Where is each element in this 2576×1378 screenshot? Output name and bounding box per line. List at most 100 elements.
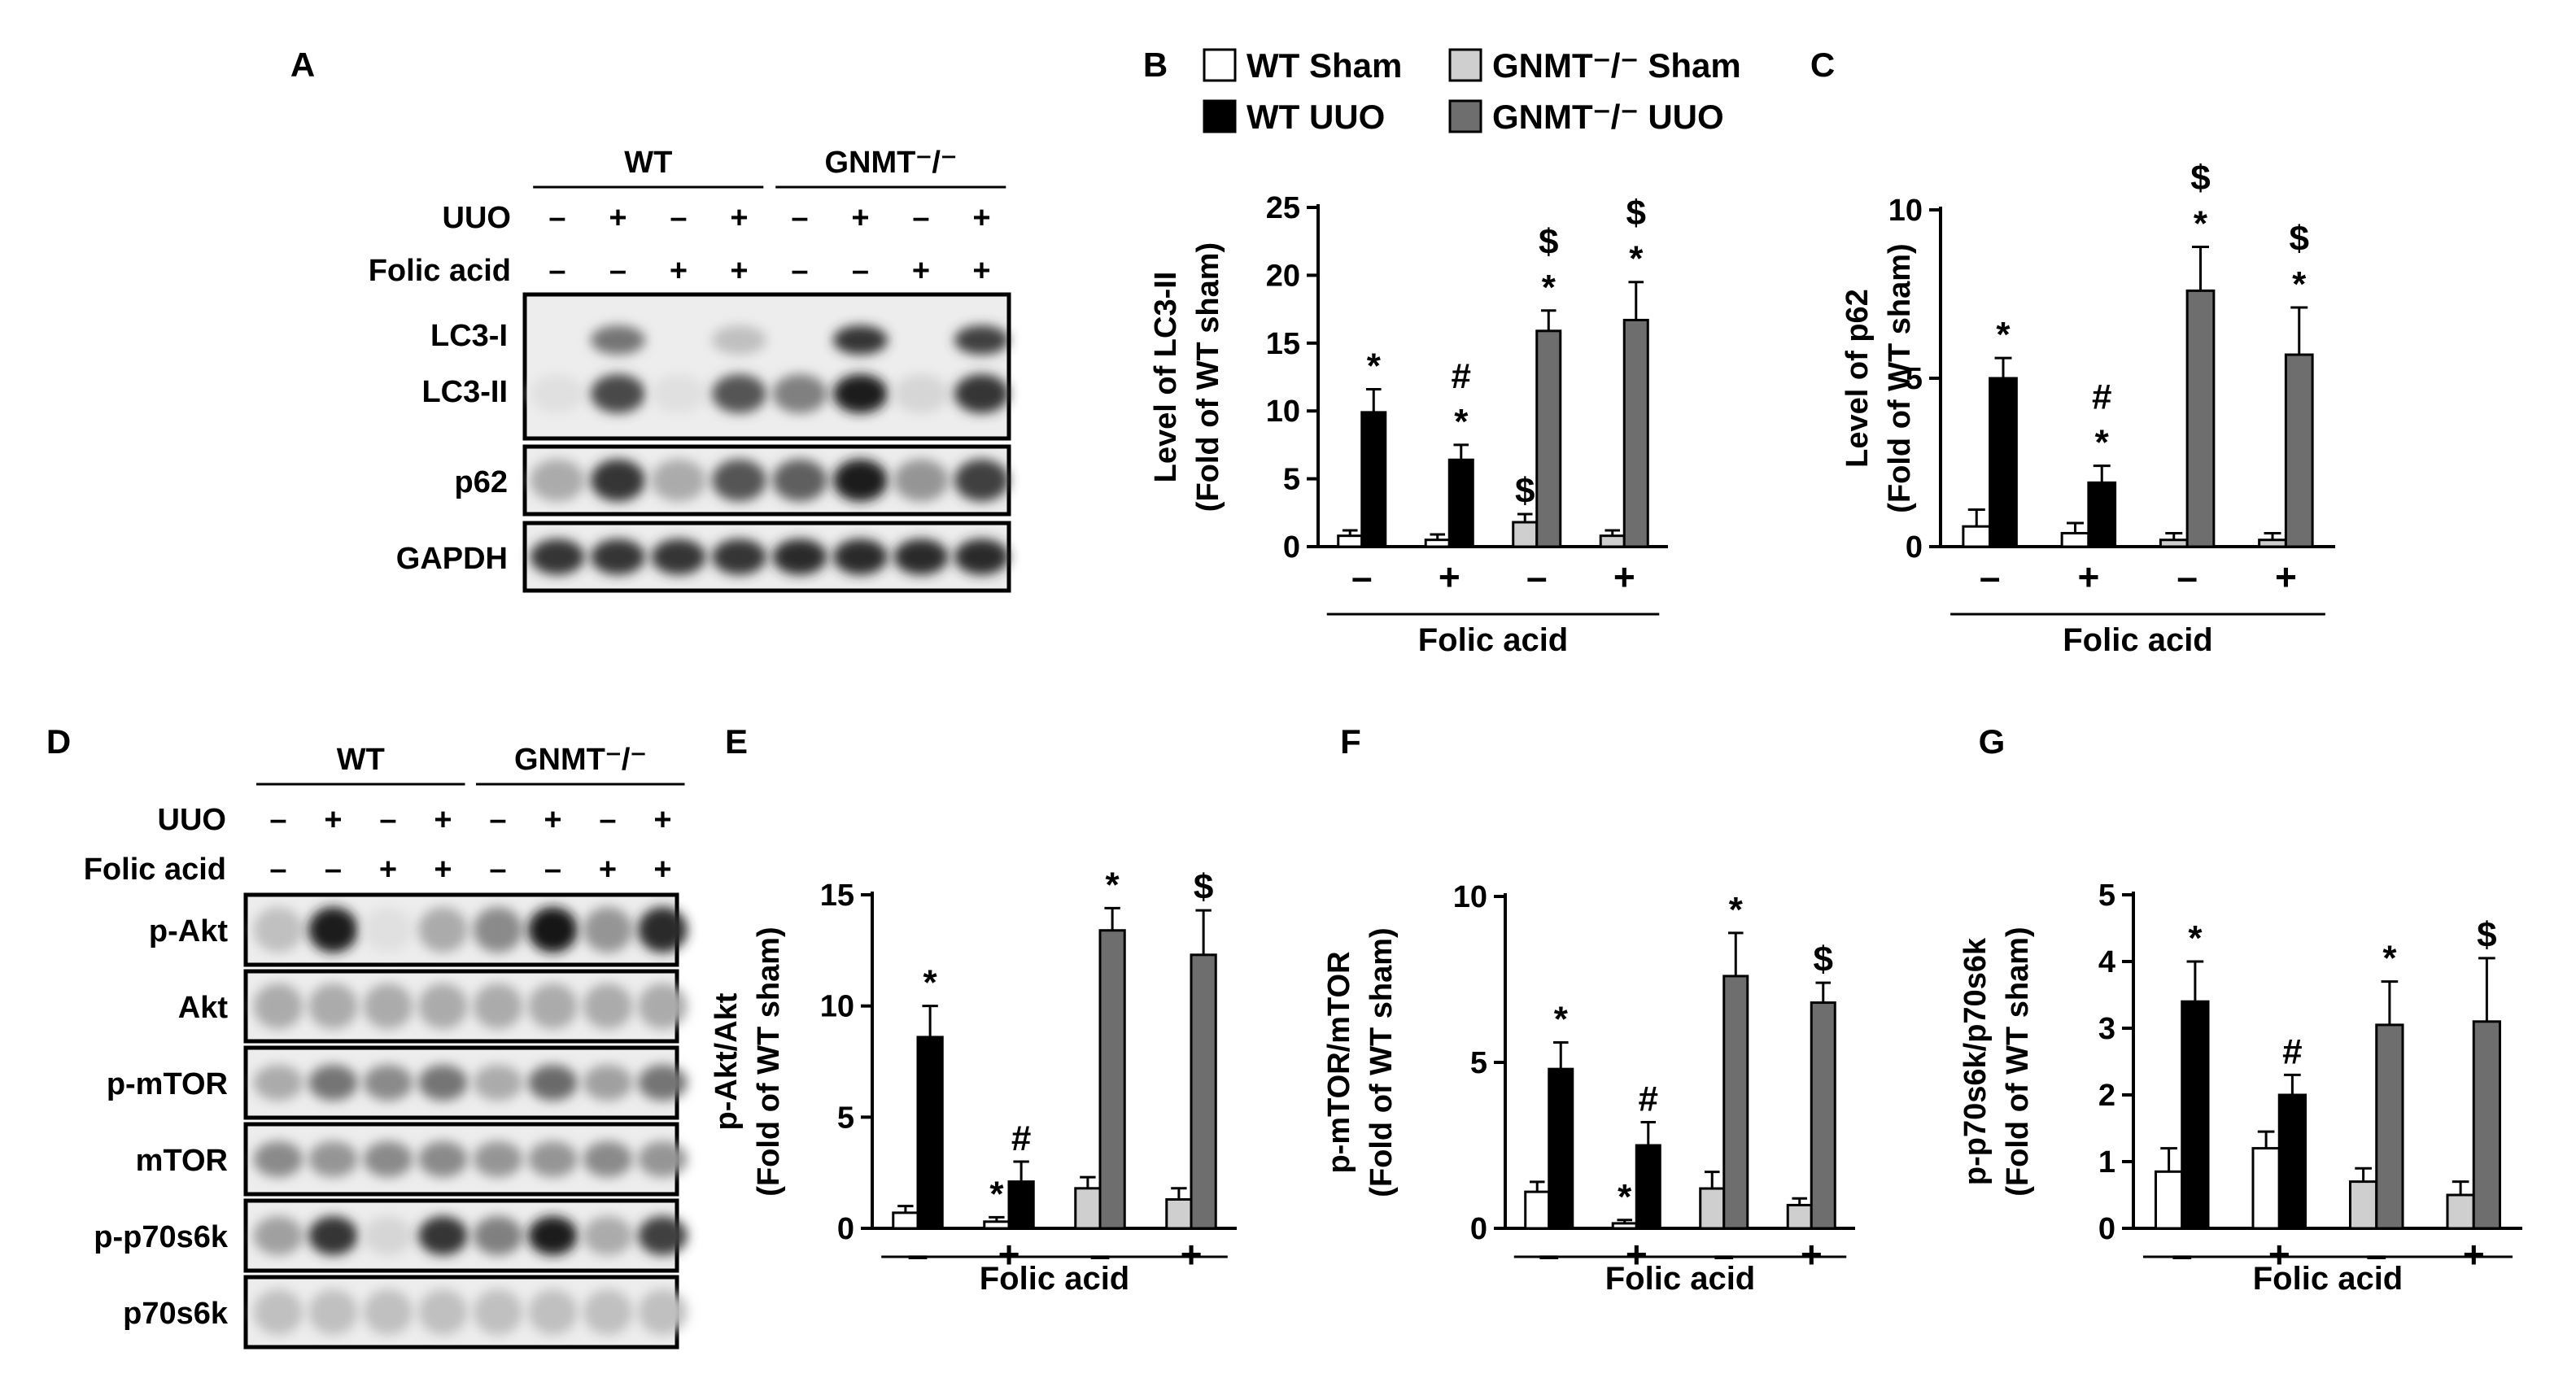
band-mark <box>583 1141 633 1177</box>
y-tick-label: 0 <box>1906 530 1923 565</box>
group-label: GNMT⁻/⁻ <box>824 146 957 180</box>
band-mark <box>590 374 646 413</box>
x-tick-label: + <box>2077 556 2099 598</box>
bar <box>1074 1187 1102 1230</box>
chart-panel-e: Ep-Akt/Akt (Fold of WT sham)051015*–*#+*–… <box>709 722 1237 1297</box>
condition-sign: – <box>325 853 342 887</box>
band-p-akt: p-Akt <box>149 892 688 967</box>
band-mark <box>363 1065 413 1101</box>
significance-mark: * <box>2292 264 2307 304</box>
band-p-p70s6k: p-p70s6k <box>94 1198 688 1273</box>
blot-panel-d: D WT GNMT⁻/⁻ UUO – + – + – + – + Folic acid – – + + – – + + p… <box>46 722 688 1350</box>
x-tick-label: + <box>998 1233 1020 1276</box>
band-mark <box>253 1141 303 1177</box>
blot-layer: A WT GNMT⁻/⁻ UUO – + – + – + – + Folic acid – – + + – – + + L… <box>46 46 1011 1350</box>
y-axis-label: (Fold of WT sham) <box>2001 927 2035 1196</box>
band-mark <box>583 983 633 1029</box>
band-label: p70s6k <box>123 1297 229 1331</box>
y-tick-label: 1 <box>2098 1145 2115 1180</box>
y-tick-label: 4 <box>2098 945 2115 979</box>
band-mark <box>711 325 767 355</box>
condition-sign: + <box>972 201 990 235</box>
band-label: GAPDH <box>396 542 508 576</box>
condition-sign: – <box>791 201 808 235</box>
bar-wt-sham <box>1337 529 1364 548</box>
x-tick-label: – <box>1351 556 1373 598</box>
band-mark <box>253 1065 303 1101</box>
bar-wt-uuo: *# <box>2087 377 2117 548</box>
band-lc3-i: LC3-I <box>430 292 1011 441</box>
significance-mark: * <box>2095 423 2110 463</box>
bar-ko-sham <box>2258 531 2287 548</box>
band-p62: p62 <box>455 444 1011 517</box>
bar <box>2472 1020 2502 1230</box>
x-tick-label: + <box>1439 556 1460 598</box>
band-mtor: mTOR <box>136 1122 688 1197</box>
band-mark <box>832 459 889 502</box>
significance-mark: * <box>1729 890 1744 930</box>
condition-sign: + <box>379 853 397 887</box>
x-axis-label: Folic acid <box>2253 1261 2404 1297</box>
bar <box>1424 539 1451 548</box>
bar-wt-uuo: * <box>2181 918 2210 1230</box>
significance-mark: * <box>989 1174 1004 1214</box>
bar <box>1622 318 1649 548</box>
panel-label: E <box>725 722 748 761</box>
band-mark <box>772 539 827 575</box>
bar-ko-uuo: $ <box>1810 940 1836 1230</box>
significance-mark: $ <box>1515 471 1535 511</box>
bar-wt-uuo: * <box>1360 347 1387 548</box>
significance-mark: # <box>2092 377 2111 417</box>
bar-wt-uuo: * <box>1989 315 2018 548</box>
bar <box>1722 975 1749 1230</box>
band-mark <box>651 539 706 575</box>
y-tick-label: 10 <box>1888 194 1923 228</box>
band-mark <box>651 459 706 502</box>
y-tick-label: 5 <box>1906 362 1923 396</box>
x-axis-label: Folic acid <box>980 1261 1130 1297</box>
y-tick-label: 5 <box>1470 1046 1487 1080</box>
y-tick-label: 0 <box>837 1212 854 1246</box>
significance-mark: * <box>1629 239 1644 279</box>
band-mark <box>308 1065 358 1101</box>
band-mark <box>832 539 889 575</box>
bar <box>2348 1180 2378 1230</box>
bar <box>2185 289 2216 548</box>
bar-ko-uuo: *$ <box>2284 219 2314 548</box>
band-mark <box>308 1141 358 1177</box>
x-tick-label: + <box>1181 1233 1203 1276</box>
condition-sign: – <box>269 853 286 887</box>
y-tick-label: 0 <box>1470 1212 1487 1246</box>
band-mark <box>638 1141 688 1177</box>
bar <box>1599 534 1626 548</box>
condition-sign: + <box>972 254 990 288</box>
band-label: p-mTOR <box>107 1067 228 1101</box>
y-tick-label: 10 <box>1453 880 1487 914</box>
band-mark <box>638 1216 688 1255</box>
bar <box>1447 458 1474 548</box>
band-gapdh: GAPDH <box>396 521 1011 593</box>
y-tick-label: 20 <box>1266 259 1300 293</box>
band-mark <box>954 374 1010 413</box>
y-tick-label: 5 <box>837 1101 854 1135</box>
bar <box>2258 539 2287 548</box>
band-mark <box>418 1216 468 1255</box>
band-label: mTOR <box>136 1144 228 1178</box>
bar-ko-uuo: * <box>1722 890 1749 1230</box>
panel-label: B <box>1143 46 1168 84</box>
condition-sign: – <box>670 201 687 235</box>
bar <box>2154 1170 2184 1230</box>
bar-wt-uuo: # <box>1635 1079 1661 1230</box>
condition-sign: + <box>670 254 688 288</box>
significance-mark: * <box>1996 315 2011 355</box>
x-tick-label: – <box>2177 556 2198 598</box>
y-axis-label: (Fold of WT sham) <box>1364 927 1399 1197</box>
band-mark <box>528 1141 578 1177</box>
band-mark <box>473 983 523 1029</box>
condition-sign: – <box>489 803 506 837</box>
legend-entry: WT Sham <box>1203 46 1402 85</box>
x-tick-label: – <box>907 1233 928 1276</box>
band-mark <box>590 325 646 355</box>
bar-ko-uuo: *$ <box>1622 194 1649 548</box>
x-tick-label: + <box>2268 1233 2290 1276</box>
